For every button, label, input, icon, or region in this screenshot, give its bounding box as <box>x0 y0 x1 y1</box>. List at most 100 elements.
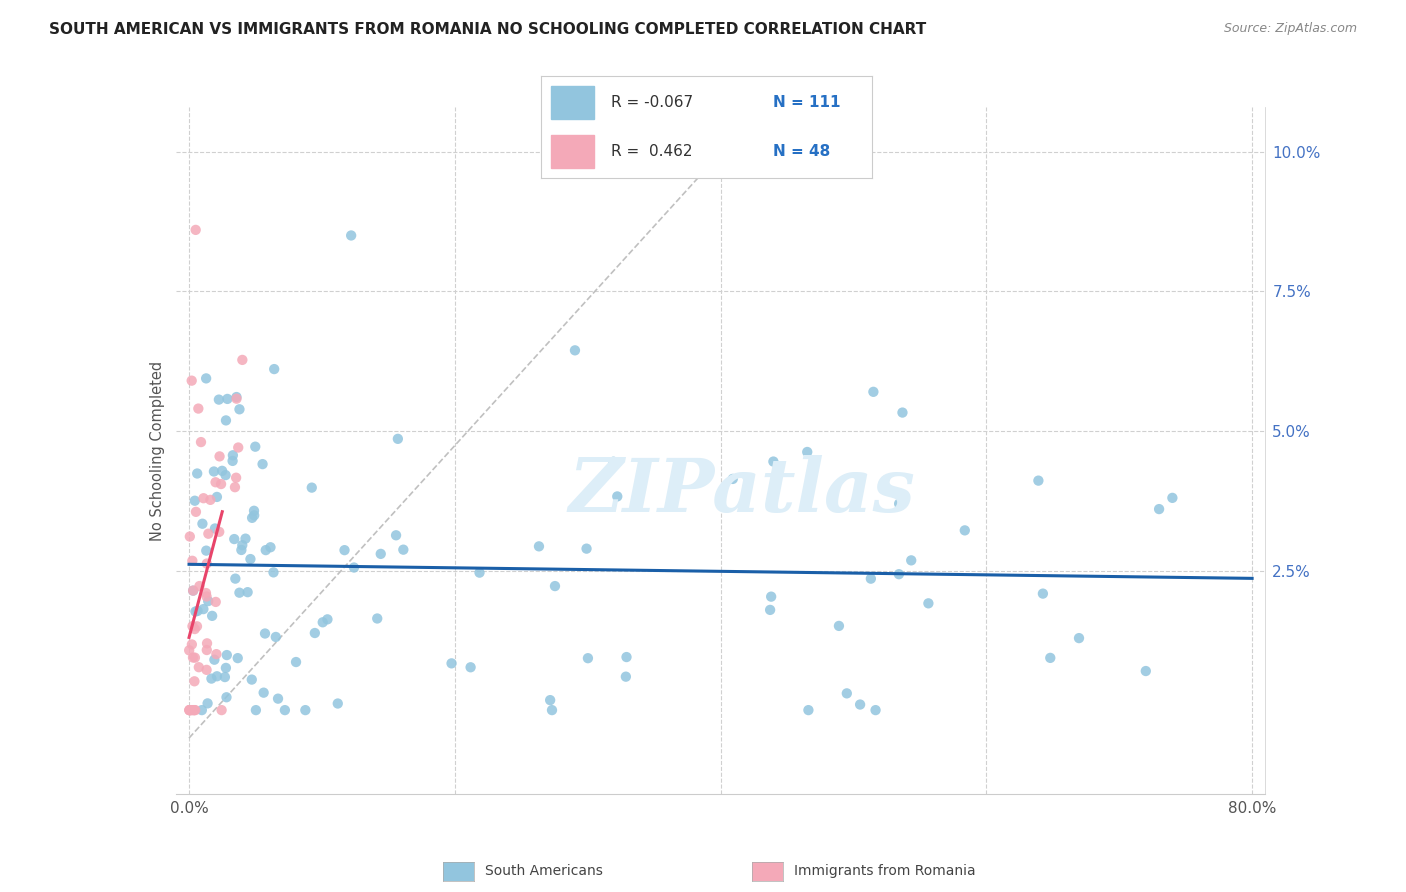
Point <box>606 490 628 504</box>
Point <box>263 362 285 376</box>
Point <box>859 572 882 586</box>
Point <box>891 406 914 420</box>
Point <box>222 448 245 462</box>
Point <box>304 626 326 640</box>
Point <box>316 612 339 626</box>
Point <box>252 457 274 471</box>
Point <box>231 538 253 552</box>
Point <box>527 539 550 553</box>
Point <box>228 585 250 599</box>
Point <box>1161 491 1184 505</box>
Text: SOUTH AMERICAN VS IMMIGRANTS FROM ROMANIA NO SCHOOLING COMPLETED CORRELATION CHA: SOUTH AMERICAN VS IMMIGRANTS FROM ROMANI… <box>49 22 927 37</box>
Point <box>575 541 598 556</box>
Point <box>231 352 253 367</box>
Point <box>202 653 225 667</box>
Point <box>544 579 567 593</box>
Point <box>202 465 225 479</box>
Point <box>214 468 236 483</box>
Point <box>889 497 911 511</box>
Point <box>205 669 228 683</box>
Point <box>186 467 208 481</box>
Point <box>181 583 204 598</box>
Point <box>917 596 939 610</box>
Text: Source: ZipAtlas.com: Source: ZipAtlas.com <box>1223 22 1357 36</box>
Text: N = 111: N = 111 <box>773 95 841 110</box>
Text: Immigrants from Romania: Immigrants from Romania <box>794 864 976 879</box>
Point <box>179 703 201 717</box>
Point <box>759 603 782 617</box>
Point <box>1135 664 1157 678</box>
Point <box>259 541 281 555</box>
Point <box>243 508 266 523</box>
Point <box>195 543 218 558</box>
Point <box>614 670 637 684</box>
Point <box>602 455 624 469</box>
Point <box>217 392 239 406</box>
Point <box>188 579 211 593</box>
Point <box>263 566 285 580</box>
Point <box>204 475 226 490</box>
Point <box>862 384 884 399</box>
Point <box>468 566 491 580</box>
Point <box>226 441 249 455</box>
Point <box>180 374 202 388</box>
Point <box>215 413 238 427</box>
Point <box>616 650 638 665</box>
Point <box>796 445 818 459</box>
Point <box>225 392 247 406</box>
Point <box>225 390 247 404</box>
Point <box>1032 586 1054 600</box>
Point <box>1067 631 1090 645</box>
Point <box>201 608 224 623</box>
Point <box>953 524 976 538</box>
Point <box>200 492 222 507</box>
Point <box>224 572 246 586</box>
Point <box>370 547 392 561</box>
Point <box>312 615 335 630</box>
Point <box>211 464 233 478</box>
Point <box>900 553 922 567</box>
Point <box>887 567 910 582</box>
Point <box>179 703 201 717</box>
Point <box>197 526 219 541</box>
Point <box>193 602 215 616</box>
Point <box>191 516 214 531</box>
Point <box>797 703 820 717</box>
Point <box>215 690 238 705</box>
Point <box>541 703 564 717</box>
Point <box>215 648 238 662</box>
Point <box>186 619 208 633</box>
Point <box>564 343 586 358</box>
Point <box>721 472 744 486</box>
Point <box>215 661 238 675</box>
Point <box>460 660 482 674</box>
Point <box>440 657 463 671</box>
Point <box>333 543 356 558</box>
Point <box>254 543 277 558</box>
Point <box>181 650 204 665</box>
Point <box>197 594 219 608</box>
Point <box>576 651 599 665</box>
Point <box>1147 502 1170 516</box>
Point <box>835 686 858 700</box>
Point <box>194 586 217 600</box>
Point <box>190 435 212 450</box>
Point <box>538 693 561 707</box>
Point <box>301 481 323 495</box>
Point <box>849 698 872 712</box>
Point <box>1028 474 1050 488</box>
Point <box>385 528 408 542</box>
Point <box>214 670 236 684</box>
Point <box>343 560 366 574</box>
Text: R =  0.462: R = 0.462 <box>610 145 692 160</box>
Point <box>195 636 218 650</box>
Point <box>228 402 250 417</box>
Point <box>179 703 201 717</box>
Point <box>267 691 290 706</box>
Point <box>195 557 218 571</box>
Point <box>226 651 249 665</box>
Point <box>191 703 214 717</box>
Point <box>245 703 267 717</box>
Point <box>366 611 388 625</box>
Point <box>225 471 247 485</box>
